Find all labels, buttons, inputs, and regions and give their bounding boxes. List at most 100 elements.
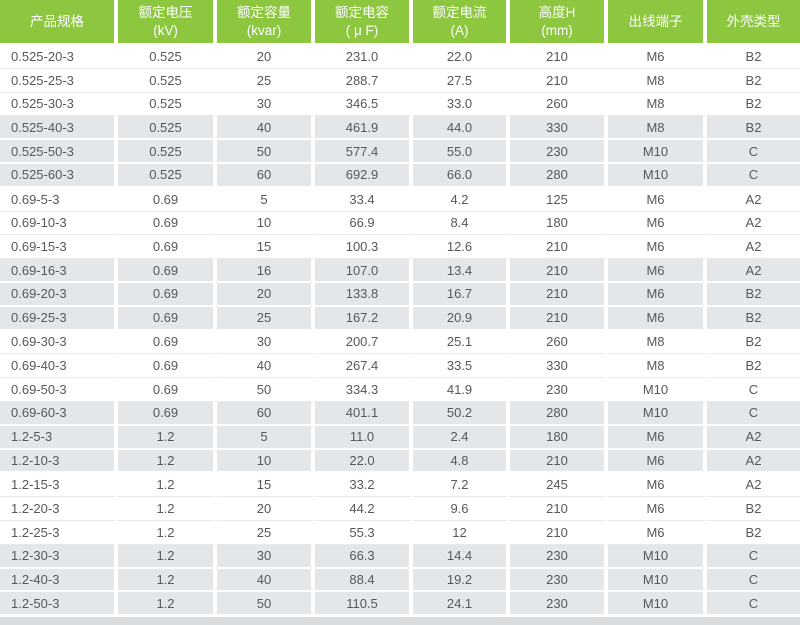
product-spec-cell: 1.2-30-3 <box>0 544 118 569</box>
spec-value-cell: B2 <box>707 520 800 545</box>
spec-value-cell: 33.2 <box>315 473 413 498</box>
spec-value-cell: M6 <box>608 449 707 474</box>
spec-value-cell: 210 <box>510 259 608 283</box>
table-row: 1.2-15-3 1.2 15 33.2 7.2 245 M6 A2 <box>0 473 800 498</box>
spec-value-cell: A2 <box>707 449 800 474</box>
spec-value-cell: 33.0 <box>413 92 510 117</box>
product-spec-cell: 1.2-40-3 <box>0 568 118 593</box>
spec-value-cell: 88.4 <box>315 568 413 593</box>
spec-value-cell: 230 <box>510 140 608 164</box>
spec-value-cell: 5 <box>217 187 315 212</box>
header-row: 产品规格 额定电压 (kV) 额定容量 (kvar) 额定电容 ( μ F) 额… <box>0 0 800 45</box>
spec-value-cell: 60 <box>217 163 315 188</box>
spec-value-cell: 0.69 <box>118 330 217 355</box>
table-row: 1.2-25-3 1.2 25 55.3 12 210 M6 B2 <box>0 520 800 545</box>
spec-value-cell: 0.69 <box>118 211 217 236</box>
spec-value-cell: 210 <box>510 235 608 260</box>
spec-value-cell: 22.0 <box>315 449 413 474</box>
spec-value-cell: 1.2 <box>118 473 217 498</box>
spec-value-cell: 7.2 <box>413 473 510 498</box>
spec-value-cell: 1.2 <box>118 497 217 521</box>
spec-value-cell: 30 <box>217 544 315 569</box>
table-row: 0.525-40-3 0.525 40 461.9 44.0 330 M8 B2 <box>0 116 800 141</box>
bottom-strip <box>0 617 800 625</box>
spec-value-cell: 1.2 <box>118 449 217 474</box>
spec-value-cell: 22.0 <box>413 45 510 69</box>
spec-value-cell: 66.3 <box>315 544 413 569</box>
spec-value-cell: B2 <box>707 116 800 141</box>
spec-value-cell: 0.69 <box>118 187 217 212</box>
spec-value-cell: M10 <box>608 568 707 593</box>
spec-value-cell: A2 <box>707 473 800 498</box>
spec-value-cell: 9.6 <box>413 497 510 521</box>
spec-value-cell: A2 <box>707 211 800 236</box>
spec-value-cell: B2 <box>707 354 800 379</box>
spec-value-cell: 13.4 <box>413 259 510 283</box>
spec-value-cell: 60 <box>217 401 315 426</box>
col-header-unit: (A) <box>450 22 469 38</box>
product-spec-cell: 0.525-40-3 <box>0 116 118 141</box>
table-row: 1.2-30-3 1.2 30 66.3 14.4 230 M10 C <box>0 544 800 569</box>
product-spec-cell: 0.525-30-3 <box>0 92 118 117</box>
spec-value-cell: 50 <box>217 378 315 402</box>
spec-value-cell: 230 <box>510 568 608 593</box>
table-row: 0.525-20-3 0.525 20 231.0 22.0 210 M6 B2 <box>0 45 800 69</box>
spec-value-cell: C <box>707 378 800 402</box>
col-header-rated-capacity: 额定容量 (kvar) <box>217 0 315 45</box>
spec-value-cell: 334.3 <box>315 378 413 402</box>
spec-value-cell: A2 <box>707 235 800 260</box>
spec-value-cell: 20.9 <box>413 306 510 331</box>
spec-value-cell: 577.4 <box>315 140 413 164</box>
spec-value-cell: 4.8 <box>413 449 510 474</box>
spec-value-cell: 20 <box>217 497 315 521</box>
spec-value-cell: 125 <box>510 187 608 212</box>
spec-value-cell: 50 <box>217 592 315 617</box>
spec-value-cell: B2 <box>707 92 800 117</box>
spec-value-cell: M6 <box>608 520 707 545</box>
spec-value-cell: 210 <box>510 520 608 545</box>
spec-value-cell: 12.6 <box>413 235 510 260</box>
col-header-label: 额定容量 <box>237 4 291 20</box>
spec-value-cell: 66.9 <box>315 211 413 236</box>
spec-value-cell: C <box>707 568 800 593</box>
spec-value-cell: M6 <box>608 306 707 331</box>
col-header-unit: ( μ F) <box>345 22 379 38</box>
spec-value-cell: 260 <box>510 92 608 117</box>
product-spec-cell: 0.69-10-3 <box>0 211 118 236</box>
product-spec-cell: 1.2-25-3 <box>0 520 118 545</box>
spec-value-cell: M6 <box>608 425 707 450</box>
spec-value-cell: 346.5 <box>315 92 413 117</box>
table-row: 0.525-50-3 0.525 50 577.4 55.0 230 M10 C <box>0 140 800 164</box>
spec-value-cell: A2 <box>707 187 800 212</box>
col-header-shell-type: 外壳类型 <box>707 0 800 45</box>
spec-value-cell: 280 <box>510 163 608 188</box>
product-spec-cell: 0.69-20-3 <box>0 282 118 307</box>
product-spec-cell: 1.2-10-3 <box>0 449 118 474</box>
spec-value-cell: 288.7 <box>315 68 413 93</box>
spec-value-cell: M10 <box>608 544 707 569</box>
spec-value-cell: 1.2 <box>118 544 217 569</box>
spec-value-cell: 230 <box>510 378 608 402</box>
col-header-label: 产品规格 <box>30 13 84 29</box>
spec-value-cell: 12 <box>413 520 510 545</box>
spec-value-cell: C <box>707 140 800 164</box>
spec-value-cell: 330 <box>510 354 608 379</box>
spec-value-cell: 0.525 <box>118 92 217 117</box>
spec-value-cell: 0.525 <box>118 140 217 164</box>
spec-value-cell: 0.525 <box>118 116 217 141</box>
spec-value-cell: 210 <box>510 45 608 69</box>
spec-value-cell: M8 <box>608 330 707 355</box>
spec-value-cell: 461.9 <box>315 116 413 141</box>
spec-value-cell: 40 <box>217 354 315 379</box>
spec-value-cell: 25 <box>217 306 315 331</box>
col-header-unit: (mm) <box>541 22 573 38</box>
spec-value-cell: 230 <box>510 544 608 569</box>
spec-value-cell: 210 <box>510 497 608 521</box>
col-header-label: 高度H <box>538 4 576 20</box>
spec-value-cell: 210 <box>510 68 608 93</box>
spec-value-cell: A2 <box>707 259 800 283</box>
spec-value-cell: M10 <box>608 592 707 617</box>
spec-value-cell: 0.69 <box>118 354 217 379</box>
